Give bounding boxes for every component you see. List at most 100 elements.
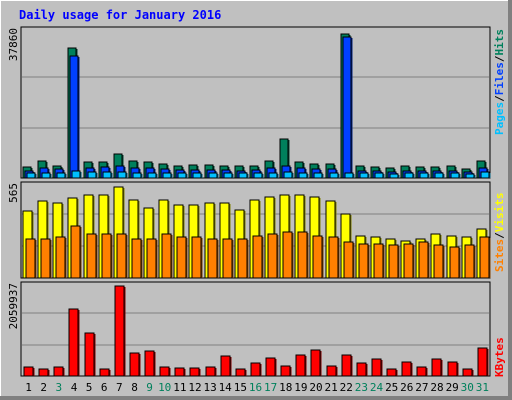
bar-pages-day-26: [404, 172, 415, 179]
bar-pages-day-20: [313, 172, 324, 179]
bar-files-day-4: [69, 55, 80, 179]
x-tick-label: 27: [415, 381, 428, 394]
bar-sites-day-23: [358, 243, 370, 279]
x-tick-label: 12: [188, 381, 201, 394]
bar-pages-day-14: [223, 172, 234, 179]
x-tick-label: 30: [461, 381, 474, 394]
bar-kbytes-day-4: [68, 308, 80, 377]
legend-visits: Visits: [493, 193, 506, 233]
bar-sites-day-30: [464, 244, 476, 279]
x-tick-label: 11: [173, 381, 186, 394]
bar-kbytes-day-23: [356, 362, 368, 377]
bar-kbytes-day-14: [220, 355, 232, 377]
legend-hits: Hits: [493, 29, 506, 56]
bar-kbytes-day-22: [341, 354, 353, 377]
x-tick-label: 17: [264, 381, 277, 394]
bar-pages-day-8: [132, 172, 143, 179]
y-max-label: 2059937: [7, 283, 20, 329]
x-tick-label: 5: [86, 381, 93, 394]
x-tick-label: 28: [430, 381, 443, 394]
bar-sites-day-12: [191, 236, 203, 279]
bar-kbytes-day-11: [174, 367, 186, 377]
bar-sites-day-21: [328, 236, 340, 279]
bar-sites-day-11: [176, 236, 188, 279]
x-tick-label: 6: [101, 381, 108, 394]
x-tick-label: 1: [25, 381, 32, 394]
bar-pages-day-11: [177, 172, 188, 179]
panel-1-area: [20, 26, 491, 179]
bar-kbytes-day-9: [144, 350, 156, 377]
bar-kbytes-day-30: [462, 368, 474, 377]
bar-kbytes-day-10: [159, 366, 171, 377]
bar-sites-day-14: [222, 238, 234, 279]
legend-panel-3: KBytes: [493, 337, 506, 377]
bar-sites-day-13: [207, 238, 219, 279]
bar-pages-day-28: [434, 172, 445, 179]
bar-kbytes-day-2: [38, 368, 50, 377]
bar-sites-day-16: [252, 235, 264, 279]
x-tick-label: 29: [446, 381, 459, 394]
bar-kbytes-day-15: [235, 368, 247, 377]
x-tick-label: 9: [146, 381, 153, 394]
legend-panel-2: Sites/Visits: [493, 193, 506, 273]
bar-sites-day-20: [312, 235, 324, 279]
x-tick-label: 4: [71, 381, 78, 394]
bar-kbytes-day-29: [447, 361, 459, 377]
bar-pages-day-1: [26, 172, 37, 179]
bar-kbytes-day-7: [114, 285, 126, 377]
bar-sites-day-26: [403, 243, 415, 279]
bar-pages-day-30: [465, 173, 476, 179]
legend-files: Files: [493, 62, 506, 95]
bar-pages-day-9: [147, 172, 158, 179]
x-tick-label: 23: [355, 381, 368, 394]
x-tick-label: 8: [131, 381, 138, 394]
bar-sites-day-31: [479, 236, 491, 279]
bar-sites-day-19: [297, 231, 309, 279]
x-tick-label: 2: [40, 381, 47, 394]
bar-sites-day-29: [449, 246, 461, 279]
bar-pages-day-3: [56, 172, 67, 179]
y-max-label: 565: [7, 183, 20, 203]
bar-pages-day-15: [238, 172, 249, 179]
bar-files-day-22: [342, 36, 353, 179]
bar-kbytes-day-3: [53, 366, 65, 377]
bar-pages-day-17: [268, 172, 279, 179]
x-tick-label: 18: [279, 381, 292, 394]
x-tick-label: 21: [324, 381, 337, 394]
bar-pages-day-5: [87, 171, 98, 179]
legend-panel-1: Pages/Files/Hits: [493, 29, 506, 135]
x-tick-label: 3: [55, 381, 62, 394]
bar-pages-day-27: [419, 172, 430, 179]
bar-kbytes-day-1: [23, 366, 35, 377]
bar-kbytes-day-21: [326, 365, 338, 377]
bar-pages-day-23: [359, 172, 370, 179]
x-tick-label: 14: [219, 381, 233, 394]
x-tick-label: 24: [370, 381, 384, 394]
bar-sites-day-9: [146, 238, 158, 279]
bar-sites-day-7: [116, 233, 128, 279]
x-tick-label: 26: [400, 381, 413, 394]
x-tick-label: 10: [158, 381, 171, 394]
x-tick-label: 22: [340, 381, 353, 394]
bar-kbytes-day-16: [250, 362, 262, 377]
bar-kbytes-day-26: [401, 361, 413, 377]
legend-separator: /: [493, 232, 506, 239]
bar-sites-day-3: [55, 236, 67, 279]
bar-sites-day-10: [161, 233, 173, 279]
bar-sites-day-5: [86, 233, 98, 279]
bar-sites-day-28: [433, 244, 445, 279]
bar-pages-day-29: [450, 172, 461, 179]
x-tick-label: 13: [203, 381, 216, 394]
bar-kbytes-day-17: [265, 357, 277, 377]
bar-kbytes-day-20: [310, 349, 322, 377]
bar-pages-day-22: [344, 172, 355, 179]
legend-kbytes: KBytes: [493, 337, 506, 377]
bar-pages-day-13: [208, 172, 219, 179]
bar-sites-day-25: [388, 244, 400, 279]
x-tick-label: 15: [234, 381, 247, 394]
bar-pages-day-2: [41, 172, 52, 179]
bar-pages-day-10: [162, 172, 173, 179]
bar-sites-day-4: [70, 225, 82, 279]
bar-pages-day-25: [389, 173, 400, 179]
